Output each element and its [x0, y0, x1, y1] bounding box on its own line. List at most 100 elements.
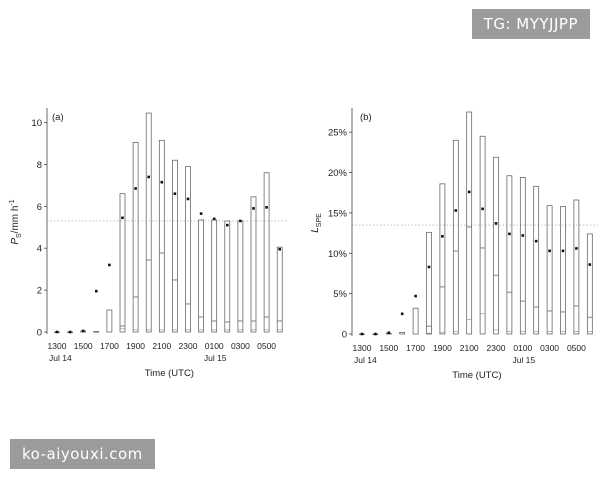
panel-b-y-tick-label: 0	[342, 330, 347, 341]
panel-a-x-tick-label: 0500	[257, 341, 276, 351]
panel-a-mean-2000	[147, 175, 150, 179]
panel-a-mean-0100	[212, 217, 216, 221]
panel-b-box-0600	[586, 233, 593, 335]
panel-b-label: (b)	[360, 112, 372, 123]
panel-b-x-tick-label: 0500	[567, 343, 586, 353]
panel-a-y-tick-label: 0	[37, 328, 42, 339]
panel-a-mean-0300	[239, 219, 242, 223]
panel-b-mean-2100	[467, 190, 471, 194]
panel-a-x-tick-label: 2100	[152, 341, 171, 351]
panel-a-box-0100	[211, 219, 218, 333]
panel-b-y-axis-title: LSPE	[310, 213, 323, 233]
panel-a-box-2200	[172, 159, 178, 333]
panel-a-box-0200	[224, 220, 231, 333]
panel-a-box-1800	[119, 193, 126, 333]
panel-a-x-tick-label: 1900	[126, 341, 145, 351]
panel-b-mean-1800	[427, 265, 431, 269]
panel-b-box-1800	[426, 231, 432, 335]
panel-b-mean-1300	[360, 332, 364, 336]
panel-a-chart: 0 2 4 6 8 10 1300 1500 1700 1900 2100 2300 0100 0300 0…	[9, 108, 288, 379]
panel-a-box-0500	[263, 172, 270, 333]
panel-a-day-label: Jul 14	[49, 353, 72, 363]
panel-b-mean-1400	[374, 332, 377, 336]
panel-a-mean-1600	[95, 289, 98, 293]
panel-b-x-tick-label: 2100	[460, 343, 479, 353]
panel-b-mean-0400	[561, 249, 565, 253]
panel-a-mean-0600	[278, 247, 281, 251]
panel-b-box-0400	[560, 206, 566, 335]
panel-b-box-2000	[452, 139, 459, 335]
panel-b-y-tick-label: 10%	[328, 249, 348, 260]
panel-b-mean-2000	[454, 209, 458, 212]
panel-a-y-tick-label: 2	[37, 286, 42, 297]
panel-b-y-tick-label: 15%	[328, 208, 348, 219]
panel-b-mean-1600	[400, 312, 404, 316]
panel-a-mean-1300	[55, 330, 59, 334]
panel-a-x-axis-title: Time (UTC)	[145, 368, 194, 379]
panel-b-mean-1500	[387, 331, 391, 335]
panel-a-box-0400	[250, 196, 257, 333]
panel-b-x-tick-label: 1500	[379, 343, 398, 353]
panel-a-x-tick-label: 1300	[48, 341, 67, 351]
panel-b-mean-0100	[521, 234, 525, 237]
panel-b-y-tick-label: 5%	[333, 289, 347, 300]
watermark-top: TG: MYYJJPP	[471, 9, 590, 39]
panel-a-box-0300	[237, 220, 244, 333]
panel-b-x-tick-label: 1900	[433, 343, 452, 353]
panel-b-day-label: Jul 14	[354, 355, 377, 365]
panel-a-x-tick-label: 0100	[205, 341, 224, 351]
panel-a-mean-0500	[265, 206, 268, 209]
panel-b-box-2100	[466, 111, 473, 335]
panel-b-day-label: Jul 15	[512, 355, 535, 365]
panel-a-mean-0000	[199, 212, 203, 215]
panel-a-y-tick-label: 8	[37, 160, 42, 171]
panel-b-mean-0600	[588, 263, 592, 266]
panel-b-x-tick-label: 1300	[353, 343, 372, 353]
panel-b-box-0000	[506, 175, 513, 335]
panel-a-mean-0200	[226, 223, 229, 227]
panel-a-box-0000	[198, 219, 204, 333]
panel-a-mean-2200	[173, 192, 177, 196]
panel-b-mean-0200	[534, 239, 538, 243]
panel-b-mean-0300	[548, 249, 551, 253]
panel-a-y-tick-label: 10	[31, 118, 42, 129]
panel-a-box-1600	[93, 331, 100, 333]
panel-a-x-tick-label: 2300	[179, 341, 198, 351]
panel-a-y-tick-label: 4	[37, 244, 42, 255]
panel-b-mean-0500	[575, 247, 578, 250]
panel-b-box-2300	[493, 156, 499, 335]
panel-a-box-1900	[132, 142, 139, 333]
panel-b-x-tick-label: 1700	[406, 343, 425, 353]
panel-b-x-tick-label: 0100	[513, 343, 532, 353]
panel-a-mean-2100	[160, 180, 164, 184]
panel-a-mean-0400	[252, 207, 255, 210]
panel-a-box-2000	[145, 112, 152, 333]
panel-a-day-label: Jul 15	[204, 353, 227, 363]
panel-b-x-tick-label: 0300	[540, 343, 559, 353]
panel-b-box-0200	[533, 185, 540, 335]
panel-a-y-tick-label: 6	[37, 202, 42, 213]
panel-b-y-tick-label: 25%	[328, 128, 348, 139]
panel-b-chart: 0 5% 10% 15% 20% 25% 1300 1500 1700 1900 2100 2300 0…	[310, 108, 598, 381]
panel-b-box-0500	[573, 199, 580, 335]
panel-b-mean-0000	[508, 232, 511, 236]
panel-a-label: (a)	[52, 112, 64, 123]
panel-a-mean-2300	[186, 197, 190, 201]
panel-b-box-1600	[399, 332, 406, 335]
panel-a-box-1700	[106, 309, 113, 333]
panel-a-box-2300	[185, 166, 191, 333]
panel-a-box-2100	[158, 139, 165, 333]
panel-b-box-1900	[439, 183, 446, 335]
panel-a-box-0600	[276, 246, 283, 333]
panel-a-mean-1800	[121, 216, 124, 220]
panel-b-box-0100	[519, 177, 526, 335]
panel-b-x-tick-label: 2300	[487, 343, 506, 353]
panel-b-x-axis-title: Time (UTC)	[452, 370, 501, 381]
panel-a-mean-1900	[134, 187, 137, 190]
panel-b-mean-2300	[494, 222, 498, 225]
panel-b-y-tick-label: 20%	[328, 168, 348, 179]
watermark-bottom: ko-aiyouxi.com	[10, 439, 155, 469]
panel-a-y-axis-title: PS/mm h-1	[9, 199, 23, 244]
panel-a-mean-1400	[68, 330, 72, 334]
